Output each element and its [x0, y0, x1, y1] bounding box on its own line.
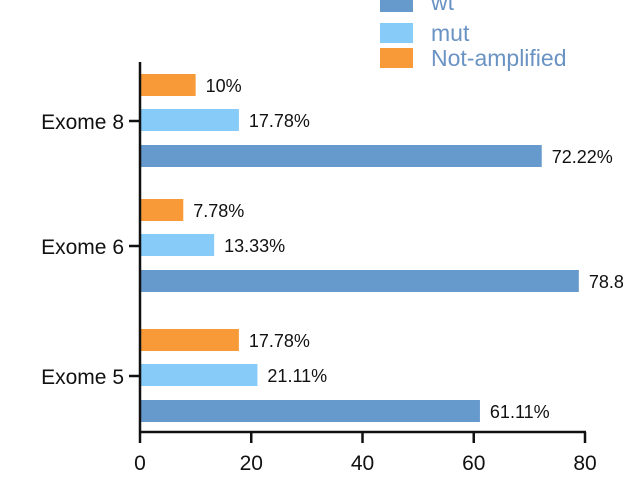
- bar-wt-exome-5: [141, 400, 480, 422]
- legend-label: mut: [431, 20, 470, 46]
- data-label: 78.89%: [589, 272, 623, 292]
- bar-wt-exome-6: [141, 270, 579, 292]
- y-tick-label: Exome 8: [41, 111, 124, 134]
- data-label: 10%: [206, 76, 242, 96]
- bar-mut-exome-8: [141, 109, 239, 131]
- x-tick-label: 80: [573, 452, 596, 475]
- bar-wt-exome-8: [141, 145, 542, 167]
- bar-mut-exome-6: [141, 234, 215, 256]
- data-label: 61.11%: [490, 402, 550, 422]
- legend-swatch-wt: [380, 0, 413, 12]
- legend-label: Not-amplified: [431, 45, 567, 71]
- bar-not-amplified-exome-6: [141, 199, 184, 221]
- y-tick-label: Exome 6: [41, 236, 124, 259]
- data-label: 7.78%: [193, 201, 244, 221]
- x-tick-label: 20: [240, 452, 263, 475]
- data-label: 17.78%: [249, 111, 310, 131]
- x-tick-label: 60: [462, 452, 485, 475]
- bar-not-amplified-exome-8: [141, 74, 196, 96]
- data-label: 17.78%: [249, 331, 310, 351]
- x-tick-label: 40: [351, 452, 374, 475]
- legend-swatch-mut: [380, 23, 413, 43]
- data-label: 21.11%: [267, 366, 327, 386]
- legend-swatch-not-amplified: [380, 48, 413, 68]
- legend-label: wt: [430, 0, 455, 15]
- x-tick-label: 0: [134, 452, 146, 475]
- y-tick-label: Exome 5: [41, 366, 124, 389]
- data-label: 13.33%: [224, 236, 285, 256]
- bar-mut-exome-5: [141, 364, 258, 386]
- bar-not-amplified-exome-5: [141, 329, 239, 351]
- data-label: 72.22%: [552, 147, 613, 167]
